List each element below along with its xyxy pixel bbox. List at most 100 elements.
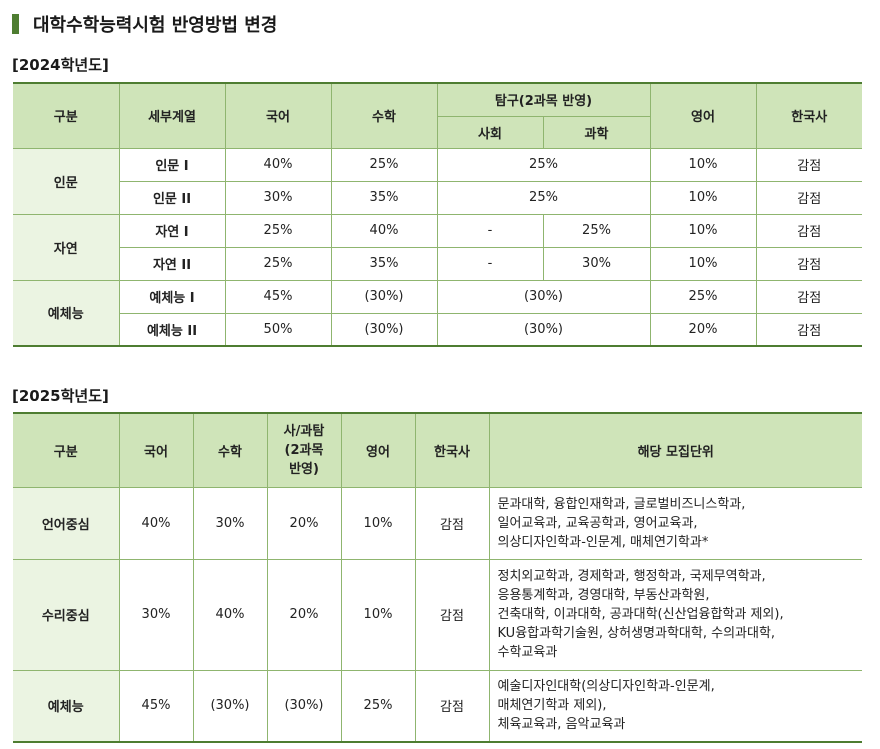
unit-line: 응용통계학과, 경영대학, 부동산과학원, [497, 588, 710, 603]
cell-social: - [436, 246, 544, 281]
table-row: 언어중심 40% 30% 20% 10% 감점 문과대학, 융합인재학과, 글로… [13, 486, 862, 560]
header-history: 한국사 [414, 412, 490, 488]
cell-math: (30%) [192, 669, 268, 743]
cell-history: 감점 [755, 147, 862, 182]
cell-english: 25% [340, 669, 416, 743]
cell-units: 정치외교학과, 경제학과, 행정학과, 국제무역학과, 응용통계학과, 경영대학… [488, 558, 862, 671]
row-track: 인문 I [118, 147, 226, 182]
cell-science: 25% [542, 213, 651, 248]
row-category: 수리중심 [13, 558, 120, 671]
unit-line: 건축대학, 이과대학, 공과대학(신산업융합학과 제외), [497, 607, 784, 622]
cell-inquiry: (30%) [266, 669, 342, 743]
table-row: 자연 II 25% 35% - 30% 10% 감점 [13, 246, 862, 281]
page-title: 대학수학능력시험 반영방법 변경 [33, 15, 278, 36]
row-track: 인문 II [119, 180, 226, 215]
cell-inquiry: (30%) [436, 312, 651, 347]
cell-korean: 45% [224, 279, 332, 314]
header-social: 사회 [437, 115, 544, 149]
cell-history: 감점 [755, 180, 862, 215]
section-2024-label: [2024학년도] [12, 56, 109, 74]
row-track: 자연 II [119, 246, 226, 281]
row-track: 자연 I [118, 213, 226, 248]
cell-inquiry: (30%) [436, 279, 651, 314]
page-title-block: 대학수학능력시험 반영방법 변경 [12, 8, 277, 40]
table-row: 인문 II 30% 35% 25% 10% 감점 [13, 180, 862, 215]
cell-english: 10% [340, 486, 416, 560]
cell-inquiry: 25% [436, 147, 651, 182]
cell-math: (30%) [330, 312, 438, 347]
header-english: 영어 [649, 82, 757, 149]
table-2024-header-row: 구분 세부계열 국어 수학 탐구(2과목 반영) 영어 한국사 [13, 82, 862, 149]
cell-korean: 30% [118, 558, 194, 671]
header-inquiry: 사/과탐 (2과목 반영) [266, 412, 342, 488]
cell-history: 감점 [755, 213, 862, 248]
cell-units: 예술디자인대학(의상디자인학과-인문계, 매체연기학과 제외), 체육교육과, … [488, 669, 862, 743]
table-row: 인문 인문 I 40% 25% 25% 10% 감점 [13, 147, 862, 215]
cell-math: 40% [192, 558, 268, 671]
cell-math: 35% [330, 246, 438, 281]
cell-inquiry: 25% [436, 180, 651, 215]
unit-line: 정치외교학과, 경제학과, 행정학과, 국제무역학과, [497, 569, 766, 584]
cell-korean: 50% [224, 312, 332, 347]
header-track: 세부계열 [118, 82, 226, 149]
header-korean: 국어 [118, 412, 194, 488]
row-category: 언어중심 [13, 486, 120, 560]
cell-korean: 40% [118, 486, 194, 560]
section-2025-label: [2025학년도] [12, 387, 109, 405]
cell-english: 10% [649, 246, 757, 281]
table-row: 예체능 45% (30%) (30%) 25% 감점 예술디자인대학(의상디자인… [13, 669, 862, 743]
cell-history: 감점 [414, 486, 490, 560]
row-category: 예체능 [13, 669, 120, 743]
cell-history: 감점 [755, 312, 862, 347]
cell-korean: 45% [118, 669, 194, 743]
unit-line: 매체연기학과 제외), [497, 698, 607, 714]
title-marker [12, 14, 19, 34]
row-category: 자연 [13, 213, 120, 281]
header-units: 해당 모집단위 [488, 412, 862, 488]
cell-social: - [436, 213, 544, 248]
cell-english: 25% [649, 279, 757, 314]
row-category: 인문 [13, 147, 120, 215]
cell-history: 감점 [414, 558, 490, 671]
row-track: 예체능 II [119, 312, 226, 347]
unit-line: 예술디자인대학(의상디자인학과-인문계, [497, 679, 715, 695]
header-category: 구분 [13, 412, 120, 488]
header-history: 한국사 [755, 82, 862, 149]
cell-math: 30% [192, 486, 268, 560]
header-inquiry-line3: 반영) [289, 461, 319, 477]
table-row: 수리중심 30% 40% 20% 10% 감점 정치외교학과, 경제학과, 행정… [13, 558, 862, 671]
cell-history: 감점 [755, 246, 862, 281]
header-korean: 국어 [224, 82, 332, 149]
cell-korean: 30% [224, 180, 332, 215]
header-math: 수학 [192, 412, 268, 488]
cell-english: 10% [649, 213, 757, 248]
cell-math: 25% [330, 147, 438, 182]
cell-korean: 25% [224, 213, 332, 248]
header-english: 영어 [340, 412, 416, 488]
header-inquiry: 탐구(2과목 반영) [436, 82, 651, 117]
cell-math: 35% [330, 180, 438, 215]
cell-science: 30% [542, 246, 651, 281]
unit-line: 일어교육과, 교육공학과, 영어교육과, [497, 515, 698, 531]
cell-math: (30%) [330, 279, 438, 314]
table-2025: 구분 국어 수학 사/과탐 (2과목 반영) 영어 한국사 해당 모집단위 언어… [13, 412, 862, 743]
table-row: 예체능 예체능 I 45% (30%) (30%) 25% 감점 [13, 279, 862, 347]
table-row: 자연 자연 I 25% 40% - 25% 10% 감점 [13, 213, 862, 281]
cell-english: 20% [649, 312, 757, 347]
cell-korean: 40% [224, 147, 332, 182]
header-science: 과학 [542, 115, 650, 149]
table-2024-subheader-row: 사회 과학 [13, 115, 862, 149]
header-inquiry-line2: (2과목 [284, 442, 324, 458]
cell-english: 10% [649, 180, 757, 215]
table-2025-header-row: 구분 국어 수학 사/과탐 (2과목 반영) 영어 한국사 해당 모집단위 [13, 412, 862, 488]
cell-history: 감점 [755, 279, 862, 314]
cell-korean: 25% [224, 246, 332, 281]
cell-inquiry: 20% [266, 486, 342, 560]
header-inquiry-line1: 사/과탐 [283, 423, 325, 439]
unit-line: 수학교육과 [497, 645, 558, 660]
unit-line: 문과대학, 융합인재학과, 글로벌비즈니스학과, [497, 496, 746, 512]
table-2024: 구분 세부계열 국어 수학 탐구(2과목 반영) 영어 한국사 사회 과학 인문… [13, 82, 862, 347]
unit-line: KU융합과학기술원, 상허생명과학대학, 수의과대학, [497, 626, 776, 641]
table-row: 예체능 II 50% (30%) (30%) 20% 감점 [13, 312, 862, 347]
header-category: 구분 [13, 82, 120, 149]
